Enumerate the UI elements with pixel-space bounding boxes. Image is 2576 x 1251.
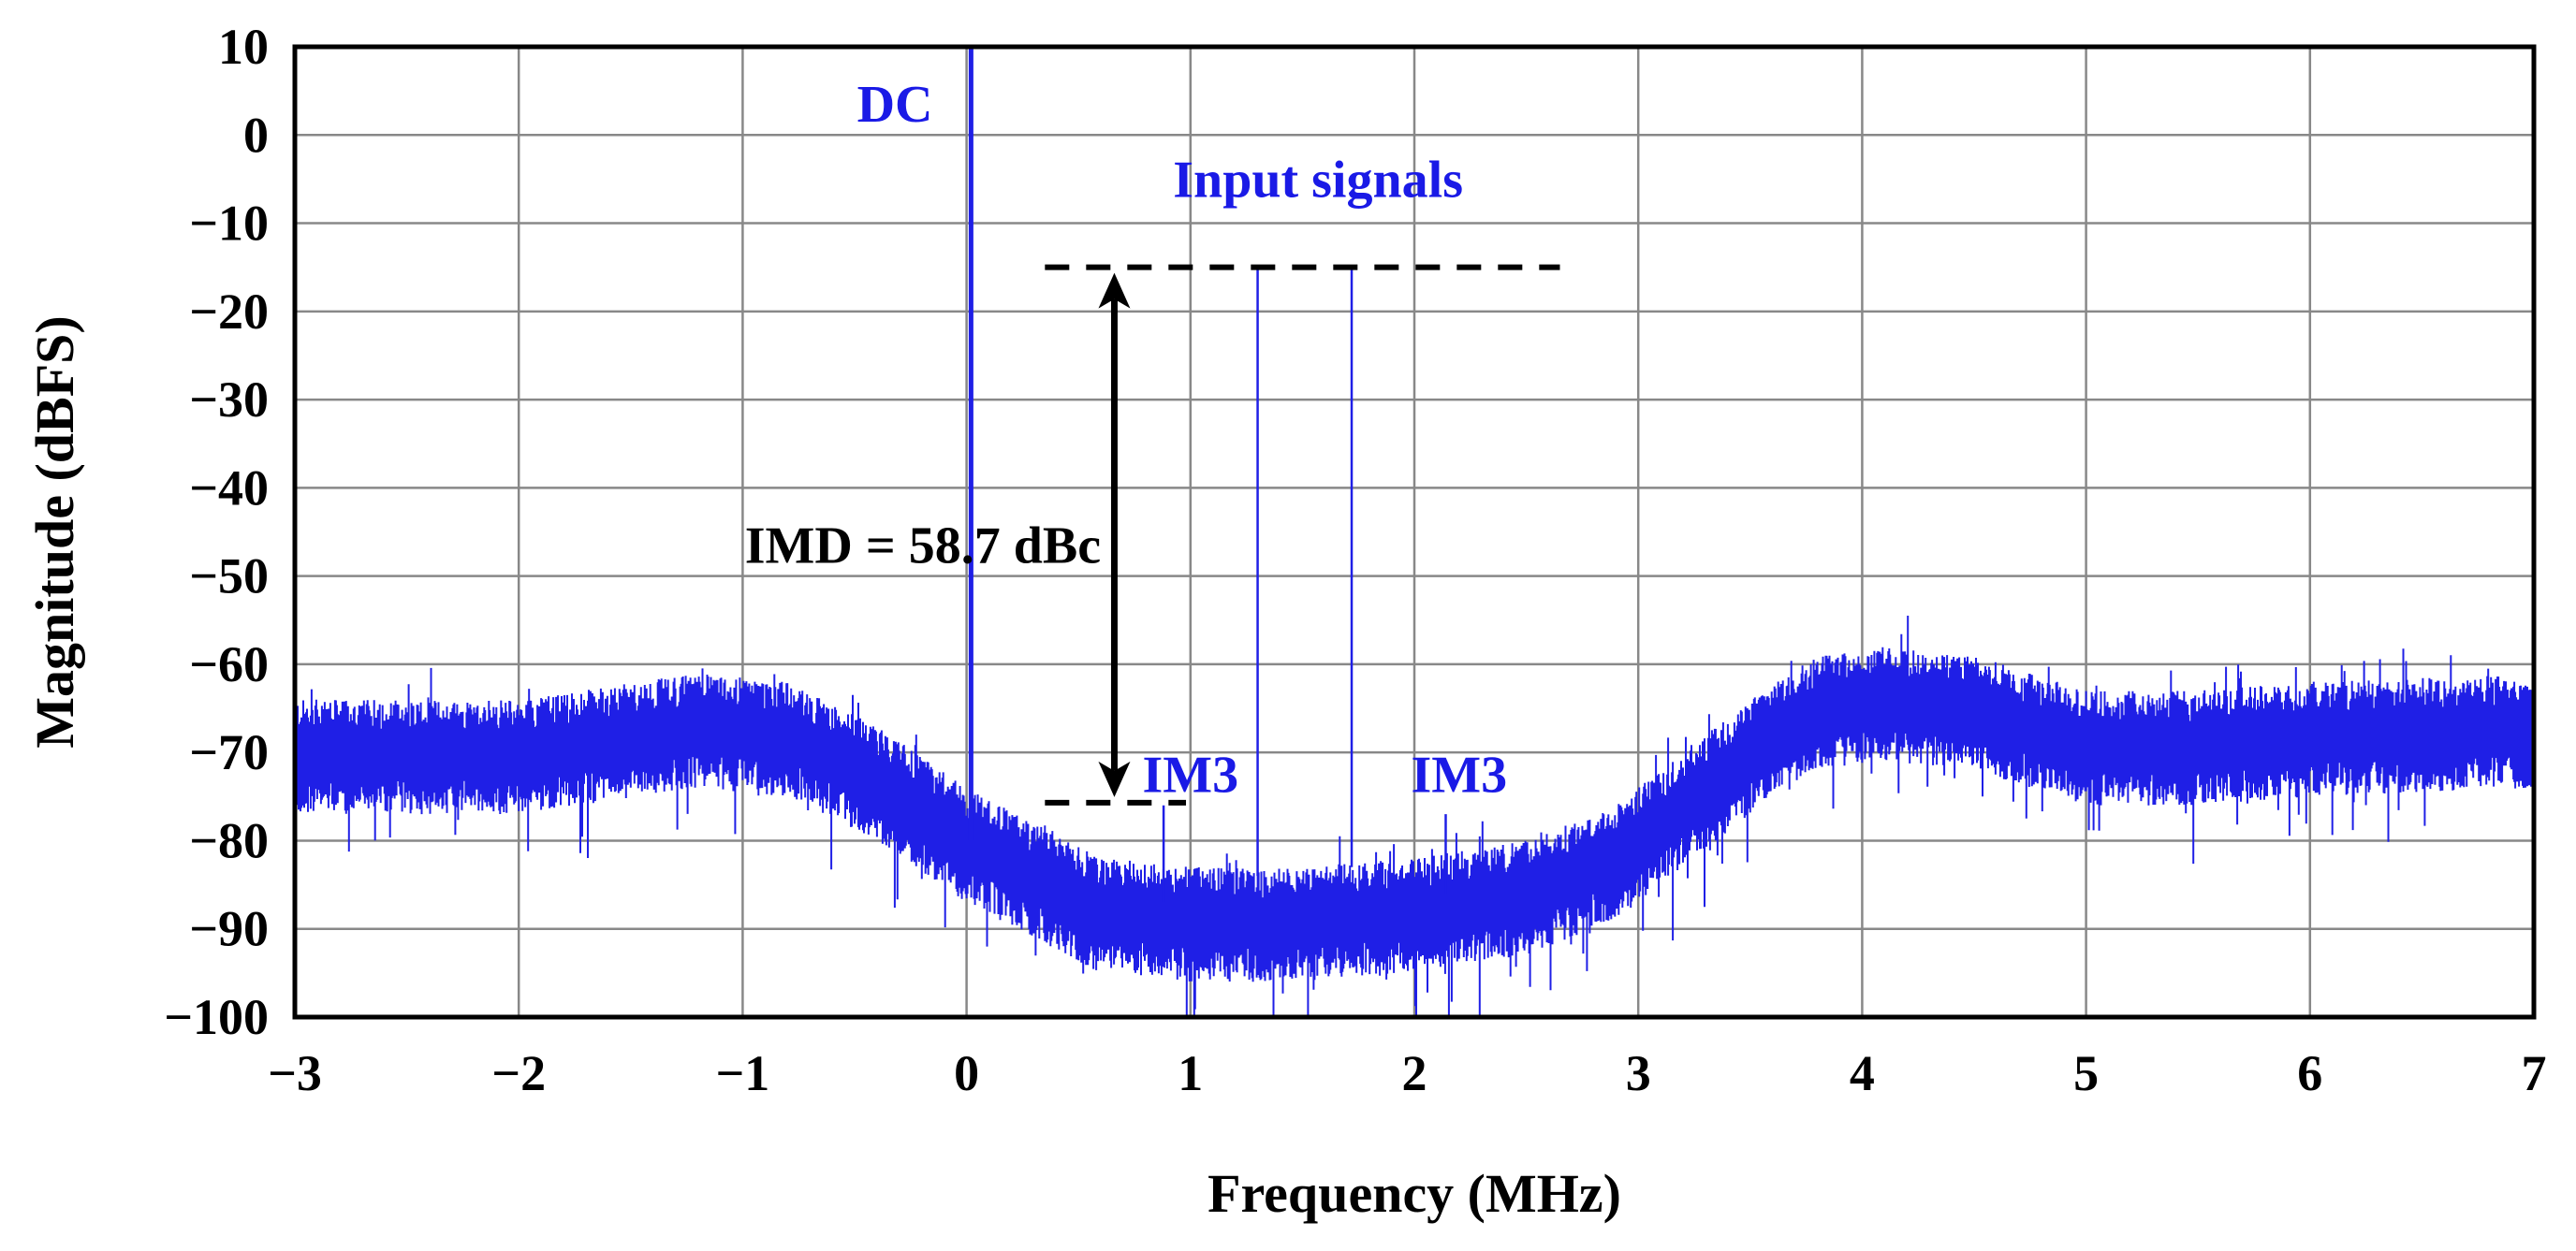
dc-label: DC (857, 76, 933, 134)
y-tick-label: −70 (189, 724, 269, 780)
x-tick-label: −3 (268, 1045, 322, 1101)
im3-left-label: IM3 (1142, 747, 1238, 805)
y-tick-label: −10 (189, 196, 269, 252)
x-tick-label: 2 (1402, 1045, 1427, 1101)
y-axis-title: Magnitude (dBFS) (24, 315, 85, 748)
x-tick-label: 0 (954, 1045, 979, 1101)
x-tick-label: −1 (716, 1045, 770, 1101)
x-tick-label: 4 (1850, 1045, 1875, 1101)
y-tick-label: −80 (189, 812, 269, 868)
im3-right-label: IM3 (1412, 747, 1508, 805)
x-tick-label: 1 (1178, 1045, 1203, 1101)
input-signals-label: Input signals (1173, 151, 1463, 209)
x-tick-label: 7 (2522, 1045, 2547, 1101)
imd-arrow-head-top (1098, 272, 1131, 309)
y-tick-label: −90 (189, 901, 269, 957)
plot-frame (292, 44, 2537, 1020)
x-tick-label: −2 (491, 1045, 546, 1101)
x-tick-label: 3 (1626, 1045, 1651, 1101)
y-tick-label: −20 (189, 284, 269, 340)
y-tick-label: −40 (189, 459, 269, 516)
y-tick-label: 0 (243, 107, 269, 163)
x-axis-title: Frequency (MHz) (1208, 1163, 1621, 1224)
y-tick-label: −60 (189, 636, 269, 692)
y-axis-ticks: 10 0 −10 −20 −30 −40 −50 −60 −70 −80 −90 −100 (164, 19, 269, 1045)
y-tick-label: −100 (164, 989, 269, 1045)
spectral-lines (968, 47, 1447, 903)
x-axis-ticks: −3 −2 −1 0 1 2 3 4 5 6 7 (268, 1045, 2546, 1101)
x-tick-label: 6 (2297, 1045, 2322, 1101)
y-tick-label: −30 (189, 371, 269, 428)
x-tick-label: 5 (2073, 1045, 2099, 1101)
imd-arrow-head-bottom (1098, 761, 1131, 797)
y-tick-label: 10 (218, 19, 269, 75)
reference-lines (1045, 264, 1560, 806)
imd-label: IMD = 58.7 dBc (745, 516, 1101, 575)
y-tick-label: −50 (189, 548, 269, 604)
